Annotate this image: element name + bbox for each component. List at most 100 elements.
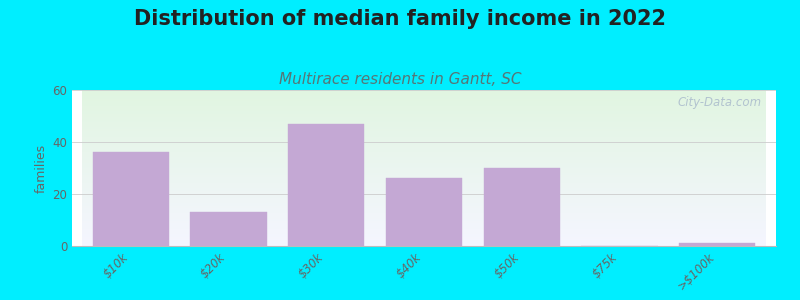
- Bar: [82, 233, 766, 234]
- Text: Multirace residents in Gantt, SC: Multirace residents in Gantt, SC: [278, 72, 522, 87]
- Bar: [82, 118, 766, 119]
- Bar: [82, 147, 766, 148]
- Bar: [82, 202, 766, 203]
- Bar: [82, 113, 766, 114]
- Bar: [82, 167, 766, 168]
- Bar: [82, 241, 766, 242]
- Bar: [82, 226, 766, 227]
- Bar: [82, 110, 766, 111]
- Bar: [82, 201, 766, 202]
- Bar: [82, 116, 766, 117]
- Bar: [82, 164, 766, 165]
- Bar: [82, 204, 766, 205]
- Bar: [82, 224, 766, 225]
- Bar: [82, 92, 766, 93]
- Bar: [82, 211, 766, 212]
- Bar: [93, 152, 169, 246]
- Bar: [82, 235, 766, 236]
- Bar: [82, 117, 766, 118]
- Bar: [82, 136, 766, 137]
- Bar: [82, 213, 766, 214]
- Bar: [82, 151, 766, 152]
- Bar: [82, 219, 766, 220]
- Bar: [82, 203, 766, 204]
- Bar: [82, 93, 766, 94]
- Bar: [82, 171, 766, 172]
- Bar: [190, 212, 266, 246]
- Bar: [82, 194, 766, 195]
- Bar: [82, 160, 766, 161]
- Bar: [82, 122, 766, 123]
- Bar: [82, 234, 766, 235]
- Bar: [82, 98, 766, 99]
- Bar: [82, 236, 766, 237]
- Bar: [82, 240, 766, 241]
- Bar: [82, 109, 766, 110]
- Bar: [82, 99, 766, 100]
- Bar: [82, 96, 766, 97]
- Bar: [82, 223, 766, 224]
- Y-axis label: families: families: [35, 143, 48, 193]
- Bar: [82, 127, 766, 128]
- Bar: [82, 192, 766, 193]
- Bar: [82, 181, 766, 182]
- Bar: [82, 139, 766, 140]
- Bar: [82, 191, 766, 192]
- Bar: [82, 120, 766, 121]
- Bar: [82, 104, 766, 105]
- Bar: [82, 199, 766, 200]
- Bar: [82, 161, 766, 162]
- Bar: [82, 112, 766, 113]
- Bar: [82, 154, 766, 155]
- Bar: [82, 189, 766, 190]
- Bar: [82, 131, 766, 132]
- Bar: [82, 239, 766, 240]
- Bar: [82, 132, 766, 133]
- Bar: [82, 206, 766, 207]
- Bar: [484, 168, 560, 246]
- Bar: [82, 115, 766, 116]
- Bar: [82, 180, 766, 181]
- Text: Distribution of median family income in 2022: Distribution of median family income in …: [134, 9, 666, 29]
- Bar: [82, 153, 766, 154]
- Bar: [82, 198, 766, 199]
- Bar: [82, 182, 766, 183]
- Bar: [82, 205, 766, 206]
- Bar: [82, 124, 766, 125]
- Bar: [82, 186, 766, 187]
- Bar: [82, 169, 766, 170]
- Bar: [82, 190, 766, 191]
- Bar: [82, 129, 766, 130]
- Bar: [82, 215, 766, 216]
- Bar: [82, 217, 766, 218]
- Bar: [82, 148, 766, 149]
- Bar: [82, 185, 766, 186]
- Bar: [82, 121, 766, 122]
- Bar: [82, 119, 766, 120]
- Bar: [82, 95, 766, 96]
- Bar: [82, 100, 766, 101]
- Bar: [82, 111, 766, 112]
- Bar: [82, 172, 766, 173]
- Bar: [82, 196, 766, 197]
- Bar: [82, 237, 766, 238]
- Bar: [82, 222, 766, 223]
- Bar: [82, 225, 766, 226]
- Bar: [82, 212, 766, 213]
- Bar: [82, 197, 766, 198]
- Bar: [82, 146, 766, 147]
- Bar: [82, 175, 766, 176]
- Bar: [82, 130, 766, 131]
- Bar: [82, 140, 766, 141]
- Bar: [82, 90, 766, 91]
- Bar: [386, 178, 462, 246]
- Bar: [82, 102, 766, 103]
- Bar: [82, 218, 766, 219]
- Bar: [82, 228, 766, 229]
- Bar: [82, 170, 766, 171]
- Bar: [82, 107, 766, 108]
- Bar: [82, 156, 766, 157]
- Bar: [82, 108, 766, 109]
- Bar: [82, 209, 766, 210]
- Bar: [82, 238, 766, 239]
